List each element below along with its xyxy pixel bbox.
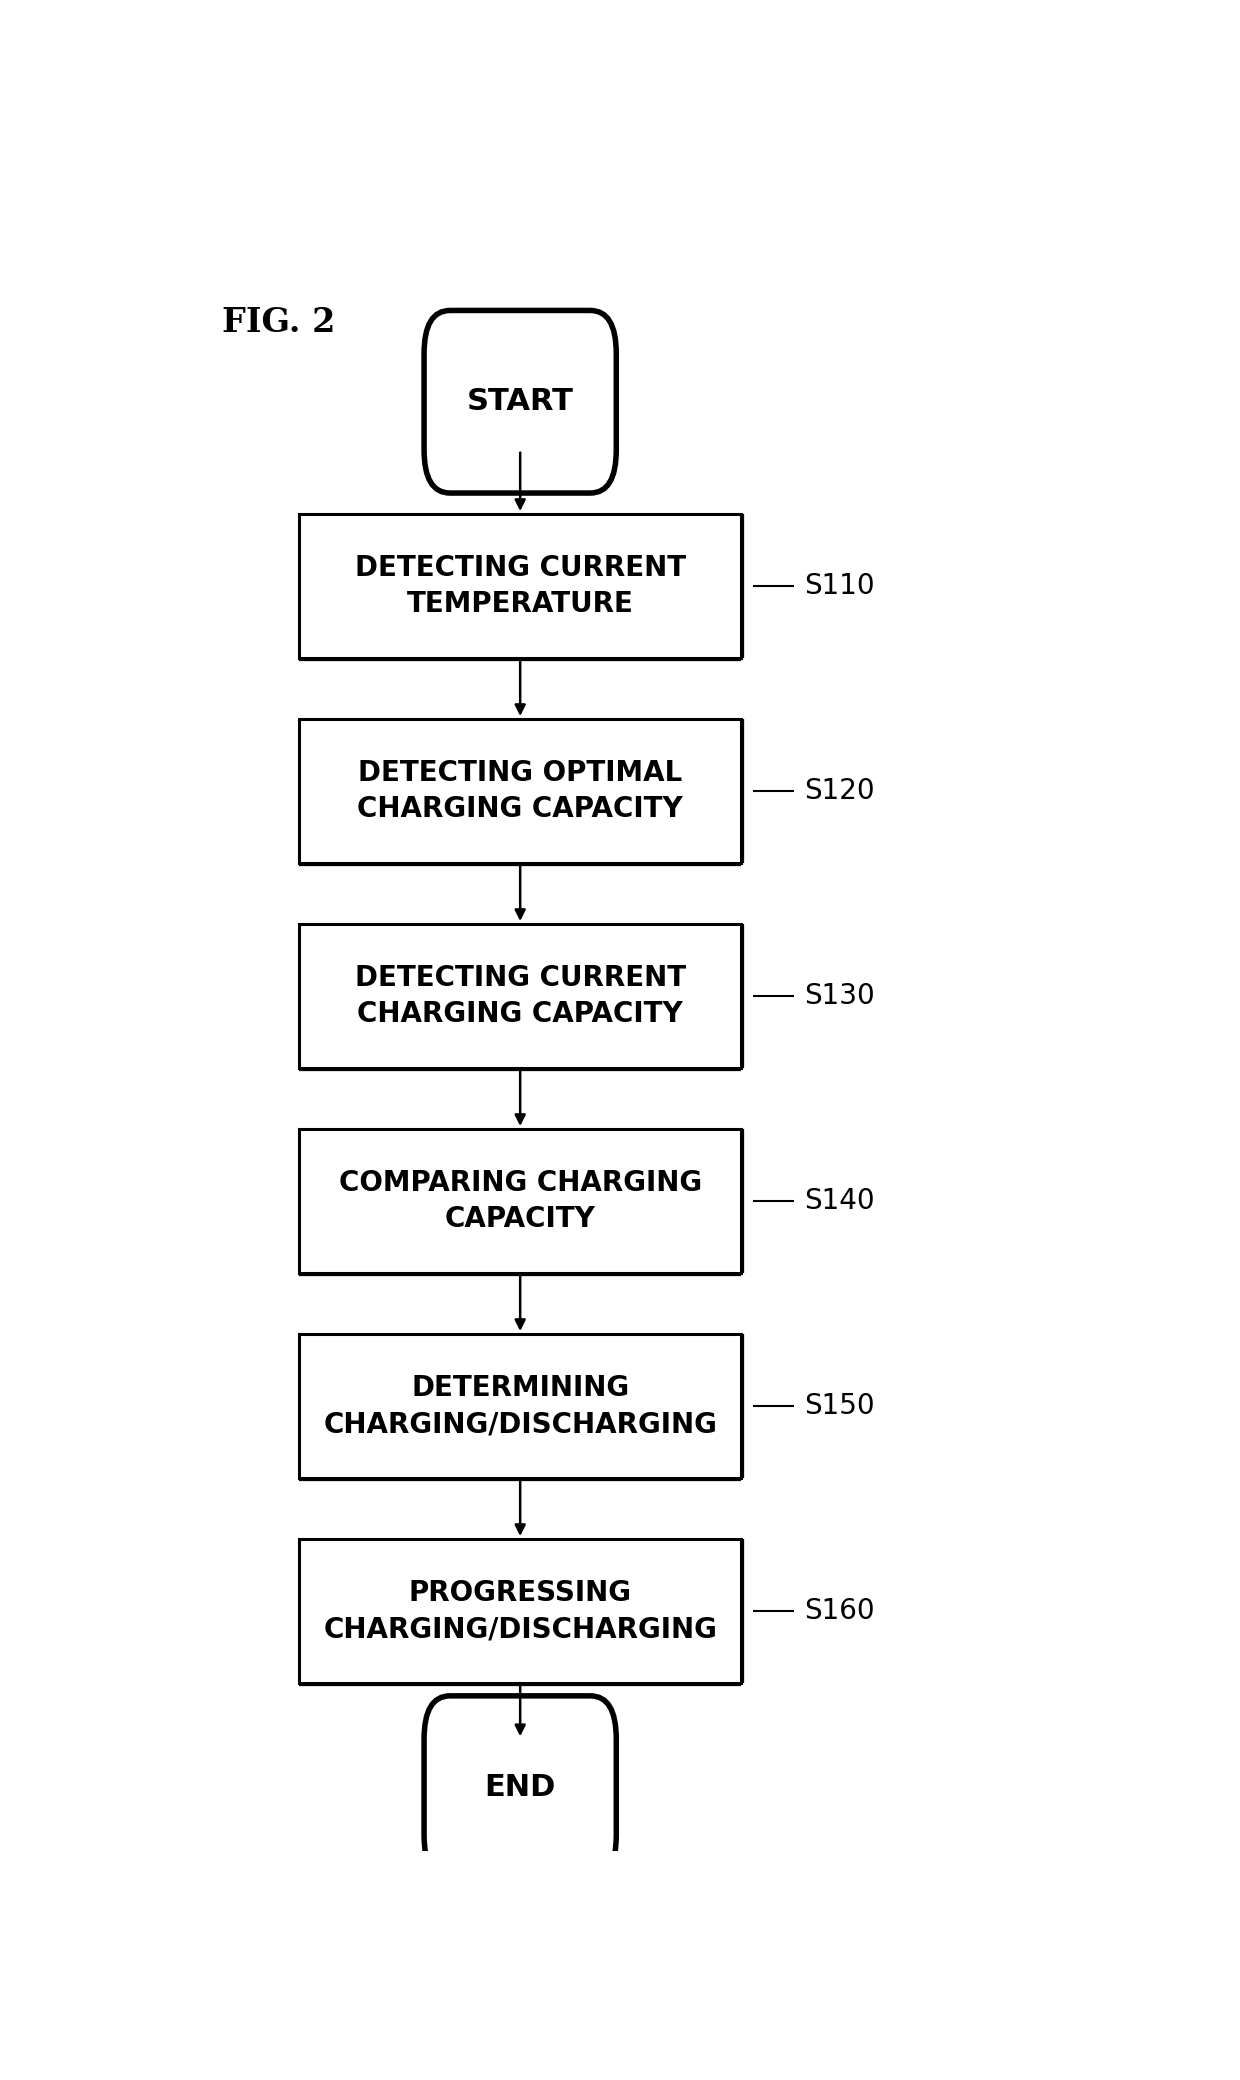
- Text: S150: S150: [804, 1392, 874, 1421]
- Text: S120: S120: [804, 778, 874, 805]
- Bar: [299, 1539, 742, 1683]
- Bar: [299, 924, 742, 1067]
- Text: S110: S110: [804, 572, 874, 599]
- Text: S160: S160: [804, 1597, 874, 1624]
- Text: COMPARING CHARGING
CAPACITY: COMPARING CHARGING CAPACITY: [339, 1169, 702, 1233]
- Bar: [299, 720, 742, 863]
- FancyBboxPatch shape: [424, 310, 616, 493]
- Text: DETECTING OPTIMAL
CHARGING CAPACITY: DETECTING OPTIMAL CHARGING CAPACITY: [357, 759, 683, 824]
- Bar: [299, 1129, 742, 1273]
- Text: END: END: [485, 1772, 556, 1801]
- Text: S140: S140: [804, 1188, 874, 1215]
- Text: S130: S130: [804, 982, 874, 1011]
- Text: FIG. 2: FIG. 2: [222, 306, 336, 339]
- Text: DETERMINING
CHARGING/DISCHARGING: DETERMINING CHARGING/DISCHARGING: [324, 1373, 717, 1439]
- Text: DETECTING CURRENT
CHARGING CAPACITY: DETECTING CURRENT CHARGING CAPACITY: [355, 963, 686, 1028]
- Text: DETECTING CURRENT
TEMPERATURE: DETECTING CURRENT TEMPERATURE: [355, 553, 686, 618]
- FancyBboxPatch shape: [424, 1695, 616, 1878]
- Text: START: START: [466, 387, 574, 416]
- Bar: [299, 514, 742, 657]
- Bar: [299, 1333, 742, 1479]
- Text: PROGRESSING
CHARGING/DISCHARGING: PROGRESSING CHARGING/DISCHARGING: [324, 1579, 717, 1643]
